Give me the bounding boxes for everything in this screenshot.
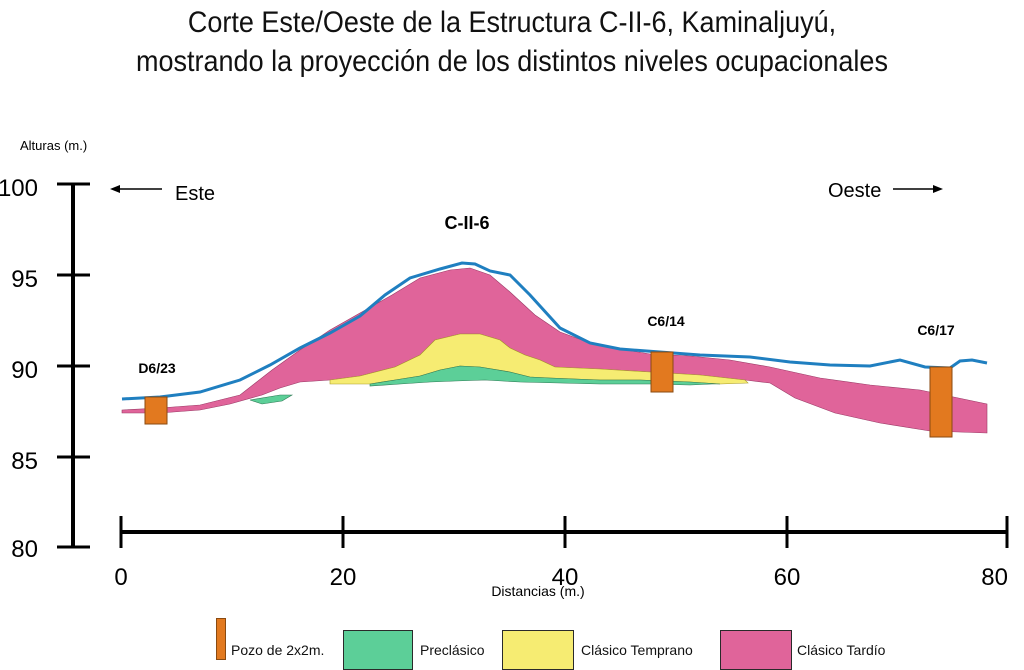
late-classic-layer [121, 267, 988, 434]
structure-label: C-II-6 [445, 213, 490, 233]
x-tick-label: 20 [330, 564, 357, 591]
arrowhead-right-icon [933, 185, 943, 193]
y-tick-label: 85 [11, 448, 38, 475]
y-axis-label: Alturas (m.) [20, 138, 87, 153]
direction-west-label: Oeste [828, 180, 881, 202]
y-tick-label: 80 [11, 536, 38, 563]
y-tick-label: 95 [11, 266, 38, 293]
arrowhead-left-icon [110, 185, 120, 193]
preclassic-layer [369, 365, 721, 387]
preclassic-layer-small [249, 394, 294, 405]
legend-label-preclassic: Preclásico [420, 642, 485, 658]
ground-surface-line [121, 261, 988, 401]
legend-swatch-preclassic [343, 630, 413, 670]
title-line-1: Corte Este/Oeste de la Estructura C-II-6… [187, 6, 837, 39]
pit-label-c6-17: C6/17 [917, 322, 955, 338]
legend-swatch-pit [216, 618, 226, 660]
direction-east-label: Este [175, 183, 215, 205]
pit-c6-17 [929, 366, 953, 438]
x-tick-label: 0 [114, 564, 127, 591]
title-line-2: mostrando la proyección de los distintos… [136, 45, 888, 78]
pit-label-c6-14: C6/14 [647, 313, 685, 329]
legend-label-early-classic: Clásico Temprano [581, 642, 693, 658]
legend-label-pit: Pozo de 2x2m. [231, 642, 325, 658]
pit-d6-23 [144, 396, 168, 425]
x-tick-label: 60 [774, 564, 801, 591]
legend-swatch-early-classic [502, 630, 574, 670]
x-tick-label: 80 [981, 564, 1008, 591]
pit-c6-14 [650, 351, 674, 393]
y-tick-label: 90 [11, 357, 38, 384]
x-tick-label: 40 [552, 564, 579, 591]
y-tick-label: 100 [0, 175, 38, 202]
x-axis-label: Distancias (m.) [491, 583, 584, 599]
legend-swatch-late-classic [720, 630, 792, 670]
legend: Pozo de 2x2m. Preclásico Clásico Tempran… [0, 618, 1024, 670]
legend-label-late-classic: Clásico Tardío [797, 642, 886, 658]
pit-label-d6-23: D6/23 [138, 360, 176, 376]
